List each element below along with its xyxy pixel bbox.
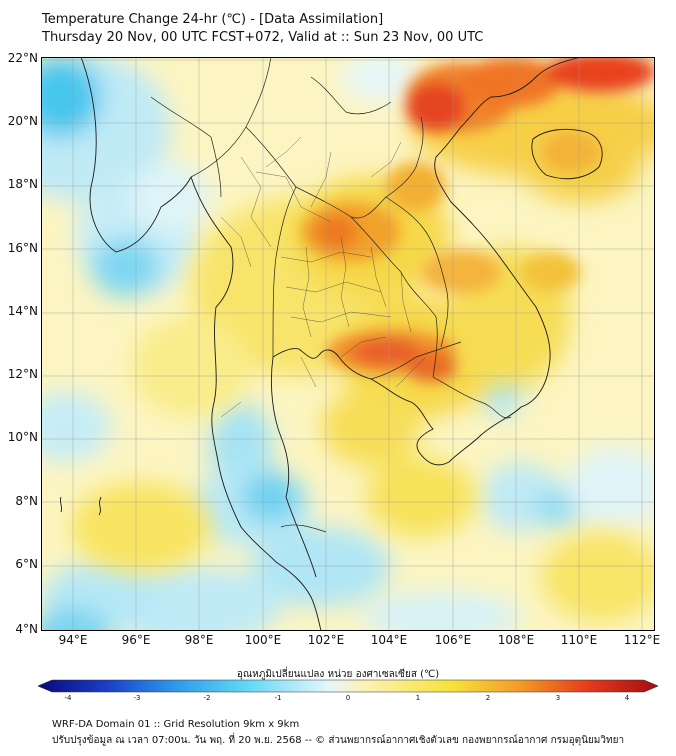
colorbar-tick: 0 <box>345 694 351 702</box>
colorbar-tick: -4 <box>64 694 72 702</box>
lat-label: 6°N <box>15 557 38 571</box>
warming-core <box>301 57 655 382</box>
colorbar-tick: 2 <box>485 694 491 702</box>
map-canvas[interactable] <box>41 57 655 631</box>
lon-label: 102°E <box>307 633 345 647</box>
lon-label: 98°E <box>184 633 214 647</box>
lon-label: 96°E <box>121 633 151 647</box>
colorbar-tick: 1 <box>415 694 421 702</box>
lon-label: 106°E <box>434 633 472 647</box>
lat-label: 18°N <box>7 177 38 191</box>
colorbar-tick: 3 <box>555 694 561 702</box>
lon-label: 104°E <box>370 633 408 647</box>
lat-label: 8°N <box>15 494 38 508</box>
colorbar <box>38 679 658 693</box>
lat-label: 4°N <box>15 622 38 636</box>
footer-credit: ปรับปรุงข้อมูล ณ เวลา 07:00น. วัน พฤ. ที… <box>52 735 625 746</box>
lon-label: 100°E <box>244 633 282 647</box>
province-lines <box>220 136 427 418</box>
lat-label: 12°N <box>7 367 38 381</box>
lat-label: 14°N <box>7 304 38 318</box>
chart-subtitle: Thursday 20 Nov, 00 UTC FCST+072, Valid … <box>42 30 484 45</box>
colorbar-tick: -2 <box>203 694 211 702</box>
map-frame <box>41 57 655 631</box>
cooling-field <box>41 57 655 631</box>
lon-label: 108°E <box>497 633 535 647</box>
lat-label: 16°N <box>7 241 38 255</box>
lat-label: 22°N <box>7 51 38 65</box>
temperature-change-map[interactable] <box>41 57 655 631</box>
lat-label: 10°N <box>7 430 38 444</box>
colorbar-gradient <box>38 679 658 693</box>
country-borders <box>150 57 512 533</box>
lon-label: 94°E <box>58 633 88 647</box>
colorbar-tick: -1 <box>274 694 282 702</box>
chart-title: Temperature Change 24-hr (℃) - [Data Ass… <box>42 12 384 27</box>
lon-label: 112°E <box>623 633 661 647</box>
colorbar-tick: 4 <box>624 694 630 702</box>
coastlines <box>59 57 603 631</box>
colorbar-tick: -3 <box>133 694 141 702</box>
graticule <box>41 57 655 631</box>
lon-label: 110°E <box>560 633 598 647</box>
lat-label: 20°N <box>7 114 38 128</box>
footer-model-info: WRF-DA Domain 01 :: Grid Resolution 9km … <box>52 719 300 730</box>
colorbar-title: อุณหภูมิเปลี่ยนแปลง หน่วย องศาเซลเซียส (… <box>236 669 440 680</box>
